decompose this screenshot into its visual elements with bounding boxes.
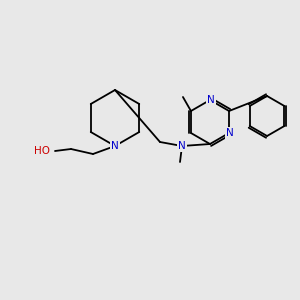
Text: N: N: [207, 95, 215, 105]
Text: N: N: [226, 128, 234, 138]
Text: N: N: [178, 141, 186, 151]
Text: HO: HO: [34, 146, 50, 156]
Text: N: N: [111, 141, 119, 151]
